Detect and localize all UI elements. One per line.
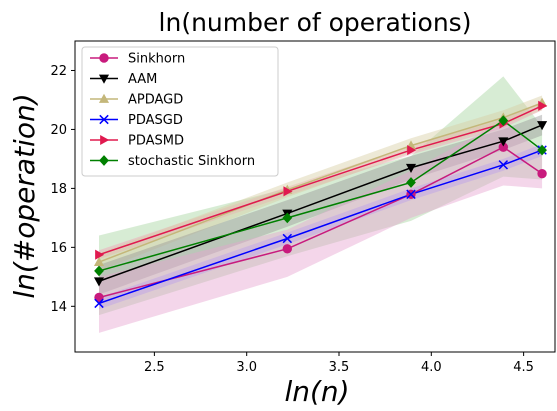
x-tick-label-0: 2.5	[144, 360, 165, 375]
point-series-4-4	[538, 100, 548, 111]
point-series-0-0	[94, 292, 104, 303]
legend-marker-2	[98, 93, 110, 103]
x-tick-label-2: 3.5	[329, 360, 350, 375]
legend-label-5: stochastic Sinkhorn	[128, 154, 255, 169]
legend-label-3: PDASGD	[128, 113, 183, 128]
point-series-3-3	[498, 160, 509, 170]
x-tick-label-1: 3.0	[236, 360, 257, 375]
legend-label-0: Sinkhorn	[128, 52, 185, 67]
x-tick-label-4: 4.5	[513, 360, 534, 375]
x-axis-ticks: 2.5 3.0 3.5 4.0 4.5	[144, 352, 534, 375]
y-tick-label-2: 18	[50, 182, 67, 197]
point-series-0-1	[282, 244, 293, 254]
point-series-1-3	[498, 137, 509, 147]
y-tick-label-0: 14	[50, 300, 67, 315]
point-series-4-0	[95, 249, 105, 260]
y-axis-ticks: 14 16 18 20 22	[50, 64, 75, 315]
x-tick-label-3: 4.0	[421, 360, 442, 375]
y-tick-label-4: 22	[50, 64, 67, 79]
chart-title: ln(number of operations)	[159, 8, 472, 37]
legend-marker-1	[98, 74, 110, 84]
legend-marker-4	[100, 134, 110, 146]
y-axis-label: ln(#operation)	[8, 93, 41, 298]
series-markers	[93, 97, 548, 309]
point-series-3-2	[406, 189, 416, 200]
point-series-3-0	[94, 298, 104, 309]
point-series-0-4	[537, 168, 547, 179]
y-tick-label-1: 16	[50, 241, 67, 256]
point-series-3-1	[282, 233, 293, 244]
point-series-5-1	[282, 212, 293, 224]
point-series-5-2	[406, 177, 416, 188]
point-series-1-0	[93, 277, 105, 287]
legend-marker-0	[99, 53, 109, 63]
point-series-5-0	[94, 265, 104, 277]
point-series-4-2	[407, 145, 417, 156]
legend-marker-5	[99, 155, 109, 166]
legend-box	[81, 46, 279, 177]
legend-label-1: AAM	[128, 72, 157, 87]
point-series-1-2	[405, 163, 417, 173]
point-series-2-0	[93, 256, 105, 266]
point-series-1-4	[537, 121, 548, 131]
legend-label-2: APDAGD	[128, 93, 183, 108]
plot-frame	[74, 40, 556, 353]
x-axis-label: ln(n)	[284, 375, 349, 408]
point-series-5-4	[537, 144, 547, 156]
point-series-5-3	[498, 115, 509, 126]
y-tick-label-3: 20	[50, 123, 67, 138]
legend: Sinkhorn AAM APDAGD PDASGD PDASMD stochastic …	[81, 46, 279, 177]
point-series-4-1	[283, 186, 293, 197]
band-series-5	[99, 76, 543, 316]
legend-marker-3	[99, 114, 109, 125]
band-series-1	[99, 114, 543, 295]
legend-label-4: PDASMD	[128, 134, 184, 149]
